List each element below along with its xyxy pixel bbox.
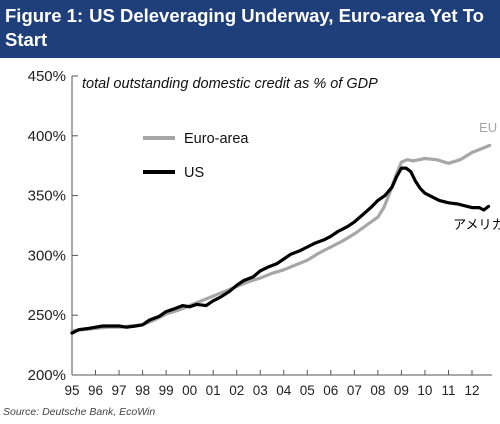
x-tick-label: 12 bbox=[464, 383, 479, 398]
x-tick-label: 07 bbox=[347, 383, 362, 398]
euro-area-series-line bbox=[70, 143, 492, 333]
axes: 200% 250% 300% 350% 400% 450% 95 96 97 98 99 00 01 02… bbox=[28, 68, 492, 398]
x-tick-label: 06 bbox=[323, 383, 338, 398]
x-tick-label: 98 bbox=[135, 383, 150, 398]
y-tick-label: 350% bbox=[28, 188, 66, 205]
legend: Euro-area US bbox=[143, 131, 249, 181]
x-tick-label: 10 bbox=[417, 383, 432, 398]
y-tick-label: 300% bbox=[28, 247, 66, 264]
figure-title-bar: Figure 1: US Deleveraging Underway, Euro-… bbox=[0, 0, 500, 58]
x-tick-label: 00 bbox=[182, 383, 197, 398]
x-tick-label: 05 bbox=[300, 383, 315, 398]
x-tick-label: 99 bbox=[159, 383, 174, 398]
credit-to-gdp-line-chart: total outstanding domestic credit as % o… bbox=[28, 68, 500, 398]
x-tick-label: 97 bbox=[112, 383, 127, 398]
legend-label: Euro-area bbox=[184, 131, 249, 147]
legend-label: US bbox=[184, 165, 204, 181]
x-tick-label: 96 bbox=[88, 383, 103, 398]
x-tick-label: 01 bbox=[206, 383, 221, 398]
us-series-line bbox=[70, 166, 491, 335]
x-tick-label: 04 bbox=[276, 383, 292, 398]
figure-title: US Deleveraging Underway, Euro-area Yet … bbox=[5, 5, 484, 50]
source-note: Source: Deutsche Bank, EcoWin bbox=[3, 406, 156, 418]
x-tick-label: 95 bbox=[64, 383, 79, 398]
y-tick-label: 250% bbox=[28, 307, 66, 324]
y-tick-label: 400% bbox=[28, 128, 66, 145]
x-tick-label: 03 bbox=[253, 383, 268, 398]
eu-annotation: EU bbox=[479, 120, 497, 135]
y-tick-label: 200% bbox=[28, 367, 66, 384]
y-tick-label: 450% bbox=[28, 68, 66, 85]
x-tick-label: 08 bbox=[370, 383, 385, 398]
x-tick-label: 11 bbox=[441, 383, 455, 398]
chart-subtitle: total outstanding domestic credit as % o… bbox=[82, 76, 378, 92]
us-annotation: アメリカ bbox=[453, 217, 500, 232]
annotations: EU アメリカ bbox=[453, 120, 500, 232]
x-tick-label: 02 bbox=[229, 383, 244, 398]
series-layer bbox=[70, 143, 492, 335]
figure-label: Figure 1: bbox=[5, 5, 84, 26]
x-tick-label: 09 bbox=[394, 383, 409, 398]
